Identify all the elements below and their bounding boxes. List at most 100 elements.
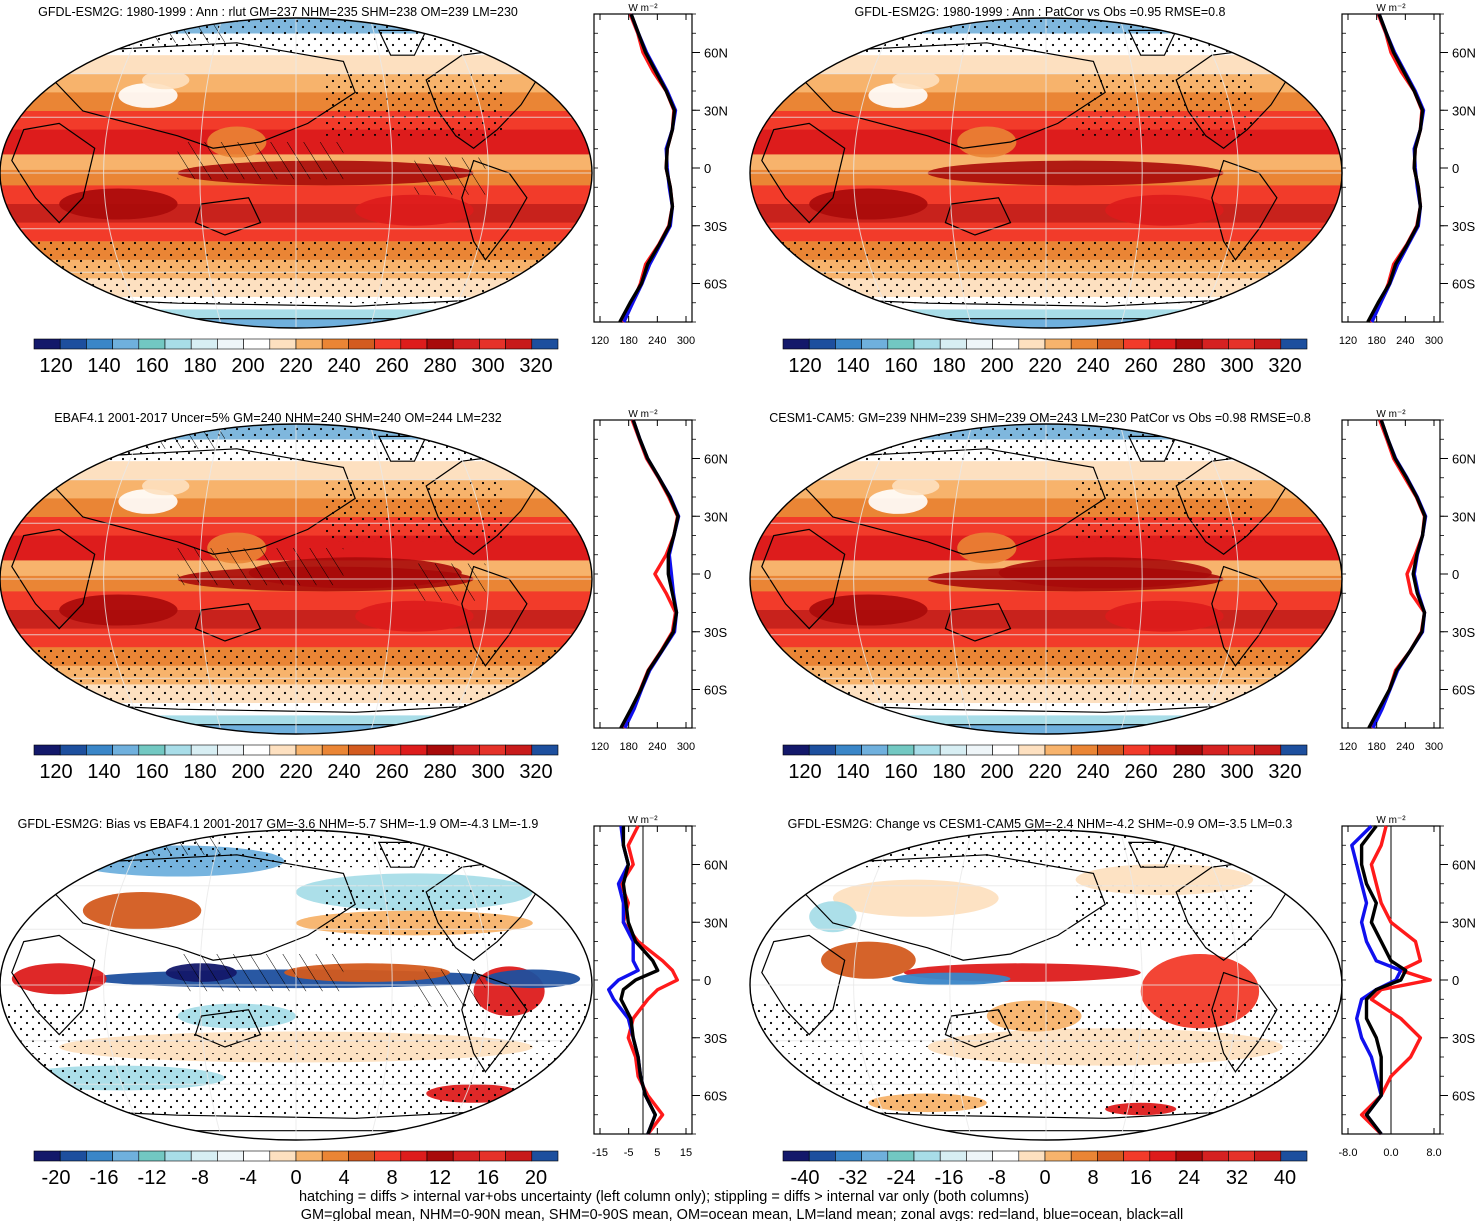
colorbar-label: 20 <box>525 1167 547 1189</box>
lat-label: 60N <box>704 858 728 873</box>
colorbar-swatch <box>164 1150 192 1162</box>
colorbar-swatch <box>479 338 506 350</box>
colorbar-swatch <box>1123 744 1151 756</box>
colorbar-swatch <box>243 1150 271 1162</box>
colorbar-swatch <box>531 1150 559 1162</box>
x-tick-label: -5 <box>624 1147 634 1159</box>
colorbar-swatch <box>1044 1150 1072 1162</box>
field-feature <box>1105 600 1224 632</box>
colorbar-label: 180 <box>183 761 216 783</box>
field-feature <box>355 194 474 226</box>
lat-label: 60S <box>704 277 727 292</box>
zonal-line-all <box>1367 419 1427 729</box>
colorbar-label: 180 <box>932 761 965 783</box>
map-field <box>750 424 1342 734</box>
colorbar-label: 120 <box>788 355 821 377</box>
field-feature <box>82 892 202 930</box>
colorbar-swatch <box>835 338 862 350</box>
colorbar-label: 220 <box>1028 761 1061 783</box>
stippling <box>59 424 563 462</box>
panel-p5: GFDL-ESM2G: Bias vs EBAF4.1 2001-2017 GM… <box>0 815 728 1189</box>
panel-title: CESM1-CAM5: GM=239 NHM=239 SHM=239 OM=24… <box>769 411 1311 425</box>
field-feature <box>868 83 928 108</box>
lat-label: 60S <box>1452 683 1475 698</box>
lat-label: 60S <box>1452 277 1475 292</box>
hatching <box>177 954 344 992</box>
field-feature <box>868 489 928 514</box>
graticule-line <box>853 830 899 1140</box>
colorbar-swatch <box>1254 1150 1282 1162</box>
colorbar-label: 160 <box>135 761 168 783</box>
colorbar-swatch <box>321 338 349 350</box>
colorbar-label: 40 <box>1274 1167 1296 1189</box>
graticule-line <box>199 18 223 328</box>
coastline-americaS <box>1211 159 1278 261</box>
colorbar-swatch <box>138 1150 166 1162</box>
lat-label: 30S <box>704 219 727 234</box>
coastline-africa <box>761 934 846 1036</box>
coastline-africa <box>761 528 846 630</box>
coastline-africa <box>11 528 96 630</box>
lat-label: 30S <box>1452 625 1475 640</box>
colorbar-label: 12 <box>429 1167 451 1189</box>
colorbar-swatch <box>1254 744 1282 756</box>
field-feature <box>957 126 1017 158</box>
colorbar-swatch <box>1254 338 1282 350</box>
colorbar-swatch <box>321 744 349 756</box>
colorbar-swatch <box>112 744 140 756</box>
panel-p2: GFDL-ESM2G: 1980-1999 : Ann : PatCor vs … <box>749 3 1476 377</box>
zonal-line-all <box>619 826 660 1135</box>
panel-title: GFDL-ESM2G: 1980-1999 : Ann : PatCor vs … <box>854 5 1225 19</box>
colorbar-label: 140 <box>87 355 120 377</box>
colorbar-swatch <box>112 338 140 350</box>
colorbar-swatch <box>861 338 889 350</box>
graticule-line <box>1193 18 1239 328</box>
colorbar-swatch <box>1070 744 1098 756</box>
colorbar-swatch <box>295 338 323 350</box>
colorbar-swatch <box>808 338 836 350</box>
x-tick-label: 120 <box>1339 741 1357 753</box>
graticule-line <box>1119 18 1143 328</box>
x-tick-label: 300 <box>1425 741 1443 753</box>
colorbar-swatch <box>1018 338 1046 350</box>
colorbar-label: -40 <box>791 1167 820 1189</box>
map-field <box>0 424 592 734</box>
field-feature <box>821 941 916 979</box>
colorbar-label: -32 <box>839 1167 868 1189</box>
colorbar-label: 140 <box>87 761 120 783</box>
footer-note-1: hatching = diffs > internal var+obs unce… <box>299 1189 1029 1205</box>
colorbar-swatch <box>1123 1150 1151 1162</box>
coastline-europeAsia <box>46 42 356 149</box>
graticule-line <box>1193 830 1239 1140</box>
colorbar-label: 300 <box>471 761 504 783</box>
panel-p6: GFDL-ESM2G: Change vs CESM1-CAM5 GM=-2.4… <box>749 815 1476 1189</box>
panel-title: EBAF4.1 2001-2017 Uncer=5% GM=240 NHM=24… <box>54 411 502 425</box>
zonal-units: W m⁻² <box>628 3 658 14</box>
colorbar-label: 120 <box>39 761 72 783</box>
colorbar-swatch <box>939 744 967 756</box>
colorbar-swatch <box>86 1150 113 1162</box>
x-tick-label: 240 <box>648 335 666 347</box>
colorbar-label: 200 <box>231 761 264 783</box>
field-feature <box>892 972 1011 985</box>
hatching <box>177 142 344 180</box>
graticule-line <box>443 424 489 734</box>
colorbar-swatch <box>939 338 967 350</box>
colorbar-swatch <box>479 1150 506 1162</box>
graticule-line <box>443 830 489 1140</box>
field-feature <box>892 70 940 90</box>
colorbar-label: 260 <box>1124 355 1157 377</box>
x-tick-label: 120 <box>591 741 609 753</box>
lat-label: 60S <box>704 683 727 698</box>
colorbar-swatch <box>321 1150 349 1162</box>
colorbar-swatch <box>164 744 192 756</box>
colorbar-swatch <box>374 338 402 350</box>
colorbar-label: 180 <box>932 355 965 377</box>
colorbar-label: -8 <box>988 1167 1006 1189</box>
zonal-line-land <box>1359 825 1432 1136</box>
colorbar-label: 320 <box>1268 355 1301 377</box>
colorbar-label: 200 <box>980 761 1013 783</box>
zonal-units: W m⁻² <box>628 815 658 826</box>
colorbar-label: 220 <box>1028 355 1061 377</box>
